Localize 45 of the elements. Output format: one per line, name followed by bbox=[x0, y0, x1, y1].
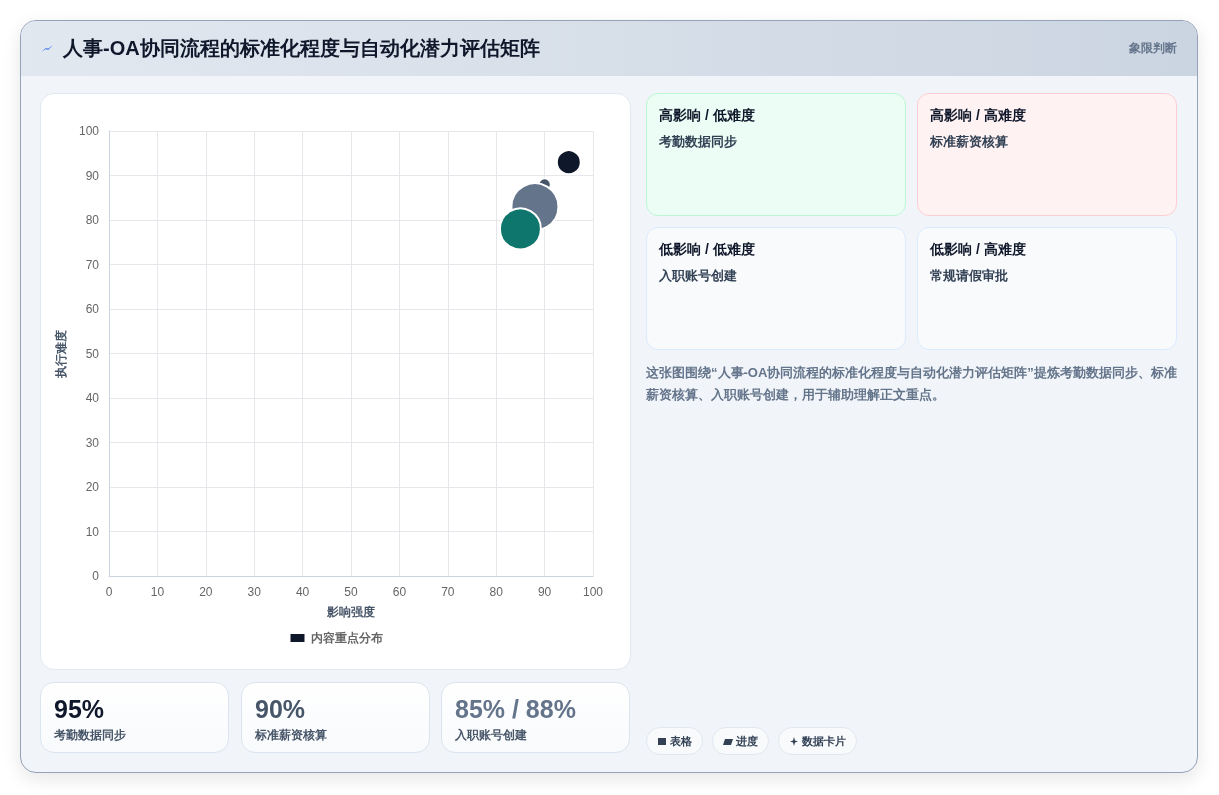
text: 象限判断 bbox=[1129, 40, 1177, 57]
x-tick-label: 90 bbox=[537, 585, 552, 599]
text: 低影响 / 低难度 bbox=[659, 241, 756, 259]
x-tick-label: 80 bbox=[489, 585, 504, 599]
x-tick-label: 20 bbox=[199, 585, 213, 599]
y-tick-label: 80 bbox=[85, 213, 100, 227]
text: 常规请假审批 bbox=[930, 267, 1009, 285]
x-tick-label: 40 bbox=[295, 585, 310, 599]
y-tick-label: 100 bbox=[78, 124, 100, 138]
text: 考勤数据同步 bbox=[54, 727, 127, 744]
y-tick-label: 70 bbox=[85, 257, 100, 272]
text: 高影响 / 高难度 bbox=[930, 107, 1027, 125]
text: 85% / 88% bbox=[455, 694, 577, 725]
text: 数据卡片 bbox=[802, 735, 846, 747]
text: 95% bbox=[54, 694, 106, 725]
text: 入职账号创建 bbox=[455, 727, 528, 744]
x-tick-label: 100 bbox=[582, 585, 604, 599]
x-tick-label: 10 bbox=[150, 585, 165, 599]
text: 表格 bbox=[670, 735, 692, 747]
text: 这张图围绕“人事-OA协同流程的标准化程度与自动化潜力评估矩阵”提炼考勤数据同步、标准薪资核算、入职账号创建，用于辅助理解正文重点。 bbox=[646, 364, 1178, 404]
text: 进度 bbox=[736, 735, 758, 747]
y-tick-label: 30 bbox=[85, 435, 100, 450]
y-tick-label: 40 bbox=[85, 391, 100, 405]
text: 90% bbox=[255, 694, 307, 725]
x-tick-label: 70 bbox=[441, 585, 455, 599]
y-tick-label: 60 bbox=[85, 302, 100, 316]
y-tick-label: 10 bbox=[85, 524, 100, 539]
text: 考勤数据同步 bbox=[659, 133, 738, 151]
y-tick-label: 0 bbox=[92, 569, 100, 583]
x-tick-label: 0 bbox=[105, 585, 113, 599]
text: 标准薪资核算 bbox=[255, 727, 328, 744]
text: 低影响 / 高难度 bbox=[930, 241, 1027, 259]
y-tick-label: 20 bbox=[85, 480, 100, 494]
legend-label: 内容重点分布 bbox=[310, 631, 383, 645]
x-axis-title: 影响强度 bbox=[326, 605, 375, 619]
y-axis-title: 执行难度 bbox=[54, 329, 68, 379]
y-tick-label: 90 bbox=[85, 168, 100, 183]
text: 高影响 / 低难度 bbox=[659, 107, 756, 125]
x-tick-label: 30 bbox=[247, 585, 262, 599]
y-tick-label: 50 bbox=[85, 346, 100, 361]
x-tick-label: 60 bbox=[392, 585, 407, 599]
chart-title: 人事-OA协同流程的标准化程度与自动化潜力评估矩阵 bbox=[63, 36, 540, 61]
x-tick-label: 50 bbox=[344, 585, 358, 599]
text: 入职账号创建 bbox=[659, 267, 738, 285]
text: 标准薪资核算 bbox=[930, 133, 1009, 151]
